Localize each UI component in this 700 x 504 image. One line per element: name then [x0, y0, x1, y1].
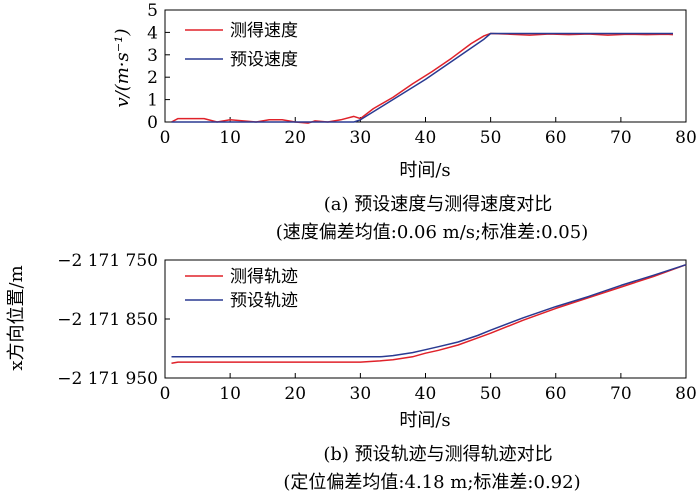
x-axis-ticks-b: 0 10 20 30 40 50 60 70 80: [160, 373, 697, 404]
x-tick-label: 30: [350, 128, 372, 148]
y-tick-label: 4: [147, 23, 158, 43]
y-tick-label: −2 171 750: [57, 251, 158, 271]
x-tick-label: 70: [610, 128, 632, 148]
x-tick-label: 80: [675, 128, 697, 148]
y-tick-label: 0: [147, 113, 158, 133]
x-tick-label: 60: [545, 128, 567, 148]
y-axis-ticks-b: −2 171 750 −2 171 850 −2 171 950: [57, 251, 170, 389]
x-tick-label: 50: [480, 128, 502, 148]
y-tick-label: −2 171 850: [57, 310, 158, 330]
legend-label-preset-track: 预设轨迹: [230, 291, 298, 311]
x-tick-label: 80: [675, 384, 697, 404]
x-tick-label: 30: [350, 384, 372, 404]
speed-chart: 0 10 20 30 40 50 60 70 80 01 23 45 测得速度 预设速度 v/(m·…: [112, 1, 697, 243]
x-axis-label-b: 时间/s: [399, 410, 450, 431]
x-tick-label: 50: [480, 384, 502, 404]
x-tick-label: 70: [610, 384, 632, 404]
x-tick-label: 20: [284, 384, 306, 404]
x-tick-label: 0: [160, 128, 171, 148]
y-tick-label: −2 171 950: [57, 369, 158, 389]
x-tick-label: 10: [219, 384, 241, 404]
x-tick-label: 0: [160, 384, 171, 404]
y-tick-label: 1: [147, 91, 158, 111]
legend-b: 测得轨迹 预设轨迹: [185, 267, 298, 311]
legend-a: 测得速度 预设速度: [185, 21, 298, 70]
y-tick-label: 5: [147, 1, 158, 21]
y-tick-label: 2: [147, 68, 158, 88]
x-tick-label: 40: [415, 128, 437, 148]
x-axis-label-a: 时间/s: [399, 160, 450, 181]
x-tick-label: 60: [545, 384, 567, 404]
caption-a: (a) 预设速度与测得速度对比: [324, 194, 553, 215]
y-axis-label-a: v/(m·s⁻¹): [112, 28, 133, 107]
legend-label-measured-track: 测得轨迹: [230, 267, 298, 287]
legend-label-measured-speed: 测得速度: [230, 21, 298, 41]
series-line-measured-track: [171, 263, 687, 365]
series-lines-a: [171, 32, 674, 124]
x-tick-label: 40: [415, 384, 437, 404]
series-line-preset-track: [171, 263, 687, 358]
legend-label-preset-speed: 预设速度: [230, 50, 298, 70]
caption-b-stats: (定位偏差均值:4.18 m;标准差:0.92): [283, 472, 580, 493]
y-tick-label: 3: [147, 46, 158, 66]
x-tick-label: 10: [219, 128, 241, 148]
series-line-measured-speed: [171, 32, 674, 124]
y-axis-label-b: x方向位置/m: [6, 265, 27, 370]
x-axis-ticks-a: 0 10 20 30 40 50 60 70 80: [160, 117, 697, 148]
series-lines-b: [171, 263, 687, 365]
caption-b: (b) 预设轨迹与测得轨迹对比: [323, 444, 552, 465]
series-line-preset-speed: [171, 32, 673, 123]
position-chart: 0 10 20 30 40 50 60 70 80 −2 171 750−2 171 850−2…: [6, 251, 697, 493]
y-axis-ticks-a: 01 23 45: [147, 1, 170, 133]
x-tick-label: 20: [284, 128, 306, 148]
caption-a-stats: (速度偏差均值:0.06 m/s;标准差:0.05): [276, 222, 589, 243]
